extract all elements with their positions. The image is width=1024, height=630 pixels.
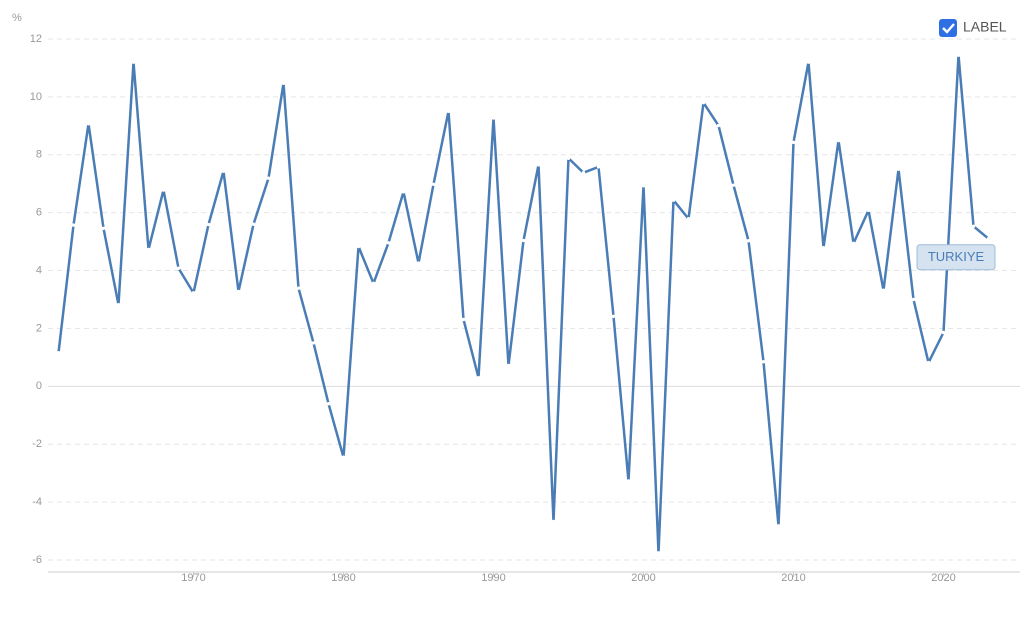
data-point bbox=[116, 303, 121, 307]
x-tick-label: 1970 bbox=[181, 572, 205, 584]
data-point bbox=[176, 266, 181, 270]
data-point bbox=[761, 360, 766, 364]
y-tick-label: 12 bbox=[30, 33, 42, 45]
data-point bbox=[746, 239, 751, 243]
data-point bbox=[716, 123, 721, 128]
data-point bbox=[506, 363, 511, 368]
data-point bbox=[821, 245, 826, 250]
data-point bbox=[86, 122, 91, 126]
data-point bbox=[206, 222, 211, 227]
data-point bbox=[791, 140, 796, 145]
data-point bbox=[356, 244, 361, 249]
data-point bbox=[971, 224, 976, 228]
data-point bbox=[911, 297, 916, 302]
data-point bbox=[431, 182, 436, 187]
data-point bbox=[266, 176, 271, 180]
data-point bbox=[326, 402, 331, 406]
data-point bbox=[521, 238, 526, 243]
y-tick-label: 0 bbox=[36, 380, 42, 392]
series-label-box bbox=[916, 244, 996, 271]
data-point bbox=[566, 156, 571, 160]
data-point bbox=[56, 351, 61, 355]
data-point bbox=[461, 317, 466, 322]
data-point bbox=[686, 217, 691, 221]
data-point bbox=[896, 167, 901, 171]
y-tick-label: 10 bbox=[30, 91, 42, 103]
data-point bbox=[851, 241, 856, 246]
data-point bbox=[311, 341, 316, 345]
y-axis-label: % bbox=[12, 12, 22, 24]
y-tick-label: -4 bbox=[32, 496, 42, 508]
data-point bbox=[476, 375, 481, 380]
data-point bbox=[656, 551, 661, 555]
data-point bbox=[881, 288, 886, 292]
series-label: TURKIYE bbox=[928, 249, 985, 264]
data-point bbox=[401, 190, 406, 194]
checkmark bbox=[942, 23, 955, 34]
data-point bbox=[416, 261, 421, 265]
data-point bbox=[131, 60, 136, 64]
data-point bbox=[251, 222, 256, 226]
x-tick-label: 1990 bbox=[481, 572, 505, 584]
checkbox[interactable] bbox=[939, 19, 957, 37]
x-tick-label: 2010 bbox=[781, 572, 805, 584]
data-point bbox=[626, 479, 631, 483]
data-point bbox=[221, 169, 226, 173]
data-point bbox=[536, 163, 541, 167]
x-tick-label: 2020 bbox=[931, 572, 955, 584]
data-point bbox=[386, 241, 391, 245]
data-point bbox=[806, 60, 811, 64]
data-point bbox=[581, 171, 586, 175]
y-tick-label: -2 bbox=[32, 438, 42, 450]
data-point bbox=[491, 116, 496, 120]
data-point bbox=[986, 237, 991, 241]
data-point bbox=[836, 138, 841, 143]
data-point bbox=[101, 226, 106, 230]
y-tick-label: 2 bbox=[36, 322, 42, 334]
data-point bbox=[551, 519, 556, 524]
data-point bbox=[596, 165, 601, 169]
data-point bbox=[161, 188, 166, 192]
data-point bbox=[71, 223, 76, 227]
data-point bbox=[446, 109, 451, 114]
data-point bbox=[866, 208, 871, 213]
data-point bbox=[236, 289, 241, 294]
data-point bbox=[611, 314, 616, 318]
data-point bbox=[641, 184, 646, 188]
data-point bbox=[191, 291, 196, 295]
data-point bbox=[701, 100, 706, 105]
data-point bbox=[146, 247, 151, 252]
data-point bbox=[776, 524, 781, 528]
y-tick-label: -6 bbox=[32, 554, 42, 566]
y-tick-label: 6 bbox=[36, 207, 42, 219]
legend-label[interactable]: LABEL bbox=[963, 19, 1007, 35]
x-tick-label: 1980 bbox=[331, 572, 355, 584]
data-point bbox=[731, 183, 736, 187]
data-point bbox=[371, 281, 376, 285]
data-point bbox=[296, 286, 301, 290]
y-tick-label: 8 bbox=[36, 149, 42, 161]
legend-checkbox[interactable]: LABEL bbox=[939, 19, 1007, 37]
data-point bbox=[926, 360, 931, 365]
data-point bbox=[671, 198, 676, 202]
data-point bbox=[341, 455, 346, 459]
x-tick-label: 2000 bbox=[631, 572, 655, 584]
data-point bbox=[941, 330, 946, 335]
data-point bbox=[281, 81, 286, 85]
data-point bbox=[956, 53, 961, 57]
series-line bbox=[57, 53, 990, 555]
y-tick-label: 4 bbox=[36, 264, 42, 276]
